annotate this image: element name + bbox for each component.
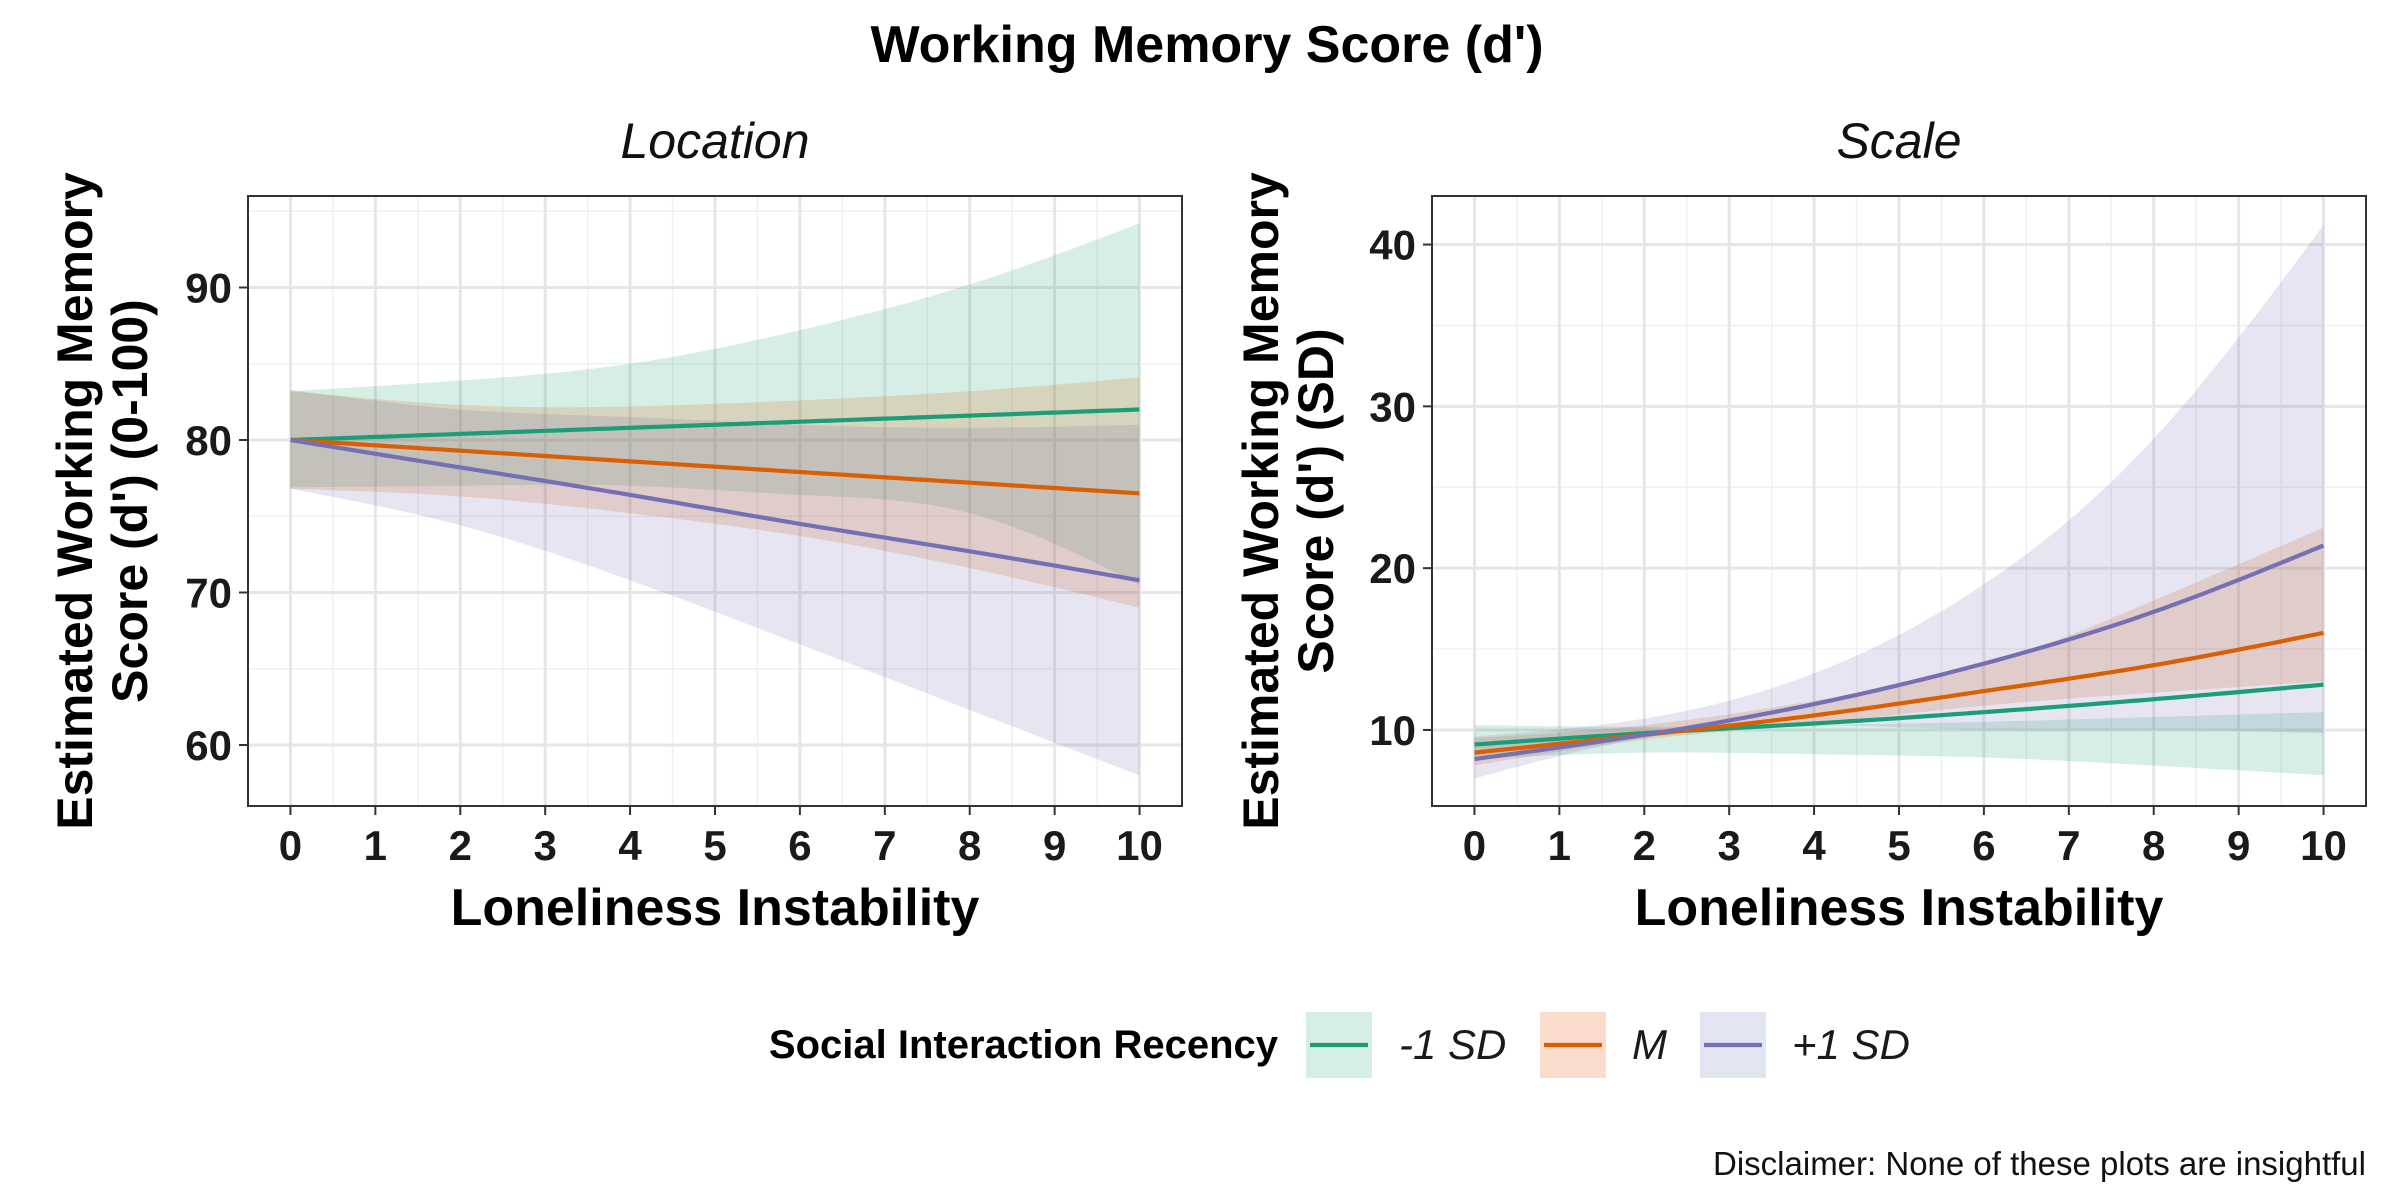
x-tick-label: 4: [1802, 822, 1826, 869]
x-tick-label: 0: [1463, 822, 1486, 869]
confidence-ribbons: [290, 223, 1140, 776]
y-axis-label: Estimated Working Memory: [1233, 172, 1289, 830]
x-tick-label: 6: [788, 822, 811, 869]
legend-label: +1 SD: [1792, 1021, 1910, 1068]
line-+1 SD: [1474, 543, 2325, 762]
gridlines: [247, 196, 1183, 806]
x-tick-label: 8: [2142, 822, 2165, 869]
x-tick-label: 7: [2057, 822, 2080, 869]
line--1 SD: [1474, 682, 2324, 747]
gridlines: [1431, 196, 2367, 806]
x-tick-label: 2: [449, 822, 472, 869]
x-tick-label: 3: [534, 822, 557, 869]
panel-scale: Scale 0 1 2 3 4 5 6 7 8 9 10 10 20 30 40 Loneliness Inst…: [1233, 113, 2367, 937]
facet-label: Location: [620, 113, 809, 169]
ribbon-+1 SD: [290, 389, 1140, 776]
y-tick-label: 80: [185, 417, 232, 464]
x-tick-label: 10: [1116, 822, 1163, 869]
axes: 0 1 2 3 4 5 6 7 8 9 10 60 70 80 90: [185, 265, 1163, 870]
x-tick-label: 0: [279, 822, 302, 869]
x-tick-label: 1: [364, 822, 387, 869]
legend-title: Social Interaction Recency: [769, 1023, 1279, 1067]
chart-title: Working Memory Score (d'): [870, 16, 1543, 74]
legend-label: M: [1632, 1021, 1667, 1068]
x-tick-label: 2: [1633, 822, 1656, 869]
legend-item: +1 SD: [1700, 1012, 1910, 1078]
x-tick-label: 6: [1972, 822, 1995, 869]
legend-items: -1 SD M +1 SD: [1306, 1012, 1910, 1078]
ribbon-M: [290, 377, 1140, 608]
y-axis-label: Score (d') (0-100): [102, 299, 158, 703]
x-axis-label: Loneliness Instability: [451, 879, 980, 937]
y-tick-label: 70: [185, 570, 232, 617]
axes: 0 1 2 3 4 5 6 7 8 9 10 10 20 30 40: [1369, 222, 2347, 869]
x-tick-label: 1: [1548, 822, 1571, 869]
x-tick-label: 9: [2227, 822, 2250, 869]
legend-item: -1 SD: [1306, 1012, 1506, 1078]
y-axis-label: Score (d') (SD): [1288, 328, 1344, 673]
legend-label: -1 SD: [1399, 1021, 1506, 1068]
ribbon--1 SD: [290, 223, 1140, 585]
line-+1 SD: [290, 437, 1140, 583]
x-tick-label: 5: [1887, 822, 1910, 869]
x-tick-label: 7: [873, 822, 896, 869]
line-M: [290, 437, 1140, 496]
line--1 SD: [290, 407, 1140, 443]
x-axis-label: Loneliness Instability: [1635, 879, 2164, 937]
y-tick-label: 10: [1369, 707, 1416, 754]
y-tick-label: 30: [1369, 383, 1416, 430]
series-lines: [1474, 543, 2325, 762]
facet-label: Scale: [1836, 113, 1961, 169]
x-tick-label: 10: [2300, 822, 2347, 869]
legend-item: M: [1540, 1012, 1667, 1078]
y-tick-label: 90: [185, 265, 232, 312]
y-axis-label: Estimated Working Memory: [47, 172, 103, 830]
chart-caption: Disclaimer: None of these plots are insi…: [1713, 1145, 2366, 1182]
x-tick-label: 9: [1043, 822, 1066, 869]
y-tick-label: 40: [1369, 222, 1416, 269]
x-tick-label: 8: [958, 822, 981, 869]
y-tick-label: 60: [185, 722, 232, 769]
panel-location: Location 0 1 2 3 4 5 6 7 8 9 10 60 70 80 90 Loneliness I…: [47, 113, 1183, 937]
x-tick-label: 5: [703, 822, 726, 869]
series-lines: [290, 407, 1140, 583]
y-tick-label: 20: [1369, 545, 1416, 592]
x-tick-label: 3: [1718, 822, 1741, 869]
chart-legend: Social Interaction Recency -1 SD M +1 SD: [769, 1012, 1910, 1078]
ribbon-+1 SD: [1474, 225, 2324, 779]
x-tick-label: 4: [618, 822, 642, 869]
